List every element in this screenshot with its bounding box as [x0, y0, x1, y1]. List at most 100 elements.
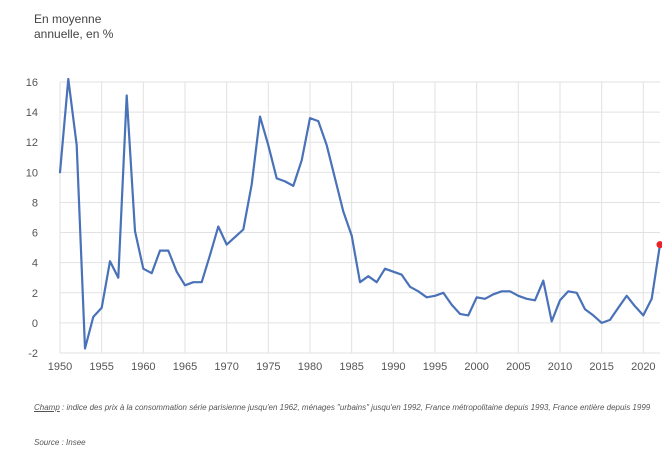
data-point: [542, 280, 544, 282]
data-point: [292, 185, 294, 187]
data-point: [176, 271, 178, 273]
data-point: [226, 244, 228, 246]
x-tick-label: 2010: [548, 361, 572, 373]
data-point: [567, 290, 569, 292]
data-point: [484, 298, 486, 300]
data-point: [59, 171, 61, 173]
data-point: [267, 144, 269, 146]
data-point: [259, 116, 261, 118]
data-point: [592, 314, 594, 316]
data-point: [242, 228, 244, 230]
data-point: [651, 298, 653, 300]
x-axis-ticks: 1950 1955 1960 1965 1970 1975 1980 1985 1990 1995…: [48, 361, 656, 373]
series-layer: [58, 77, 662, 350]
data-point: [417, 290, 419, 292]
scope-note: Champ : indice des prix à la consommatio…: [34, 403, 654, 414]
y-tick-label: 0: [32, 318, 38, 330]
scope-note-text: : indice des prix à la consommation séri…: [59, 403, 651, 412]
data-point: [376, 281, 378, 283]
x-tick-label: 1980: [298, 361, 322, 373]
data-point: [142, 268, 144, 270]
data-point: [184, 284, 186, 286]
y-axis-ticks: -2 0 2 4 6 8 10 12 14 16: [26, 77, 38, 360]
scope-note-label: Champ: [34, 403, 60, 412]
data-point: [617, 307, 619, 309]
data-point: [526, 298, 528, 300]
data-point: [167, 250, 169, 252]
data-point: [409, 286, 411, 288]
x-tick-label: 2020: [631, 361, 655, 373]
y-tick-label: 8: [32, 197, 38, 209]
source-note: Source : Insee: [34, 438, 86, 447]
data-point: [509, 290, 511, 292]
data-point: [517, 295, 519, 297]
y-tick-label: 16: [26, 77, 38, 89]
data-point: [459, 313, 461, 315]
x-tick-label: 1965: [173, 361, 197, 373]
data-point: [109, 260, 111, 262]
data-point: [534, 299, 536, 301]
data-point: [442, 292, 444, 294]
data-point: [326, 144, 328, 146]
y-tick-label: -2: [28, 348, 38, 360]
x-tick-label: 2015: [589, 361, 613, 373]
data-point: [126, 94, 128, 96]
x-tick-label: 1990: [381, 361, 405, 373]
data-point: [159, 250, 161, 252]
data-point: [501, 290, 503, 292]
data-point: [492, 293, 494, 295]
x-tick-label: 1995: [423, 361, 447, 373]
data-point: [209, 254, 211, 256]
data-point: [551, 320, 553, 322]
data-point: [101, 307, 103, 309]
data-point: [309, 117, 311, 119]
data-point: [134, 230, 136, 232]
data-point: [626, 295, 628, 297]
data-point: [559, 299, 561, 301]
x-tick-label: 2000: [464, 361, 488, 373]
y-tick-label: 12: [26, 137, 38, 149]
y-tick-label: 2: [32, 288, 38, 300]
x-tick-label: 1975: [256, 361, 280, 373]
data-point: [334, 177, 336, 179]
data-point: [576, 292, 578, 294]
y-tick-label: 6: [32, 228, 38, 240]
data-point: [467, 314, 469, 316]
data-point: [276, 177, 278, 179]
data-point: [192, 281, 194, 283]
data-point: [642, 314, 644, 316]
data-point: [201, 281, 203, 283]
data-point: [117, 277, 119, 279]
latest-value-marker: [656, 241, 662, 249]
x-tick-label: 1985: [339, 361, 363, 373]
data-point: [434, 295, 436, 297]
data-point: [317, 120, 319, 122]
highlight-layer: [656, 241, 662, 249]
data-point: [342, 210, 344, 212]
y-tick-label: 10: [26, 167, 38, 179]
y-axis-unit-label: En moyenne annuelle, en %: [34, 12, 234, 42]
data-point: [251, 183, 253, 185]
data-point: [67, 78, 69, 80]
y-tick-label: 4: [32, 258, 38, 270]
x-tick-label: 2005: [506, 361, 530, 373]
data-point: [634, 305, 636, 307]
y-axis-unit-line1: En moyenne: [34, 12, 102, 26]
y-axis-unit-line2: annuelle, en %: [34, 27, 114, 41]
data-point: [351, 234, 353, 236]
data-point: [234, 236, 236, 238]
data-point: [426, 296, 428, 298]
x-tick-label: 1950: [48, 361, 72, 373]
data-point: [401, 274, 403, 276]
data-point: [476, 296, 478, 298]
data-point: [601, 322, 603, 324]
data-point: [151, 272, 153, 274]
data-point: [384, 268, 386, 270]
data-point: [584, 308, 586, 310]
data-point: [451, 304, 453, 306]
data-point: [284, 180, 286, 182]
x-tick-label: 1955: [89, 361, 113, 373]
data-point: [392, 271, 394, 273]
data-point: [367, 275, 369, 277]
